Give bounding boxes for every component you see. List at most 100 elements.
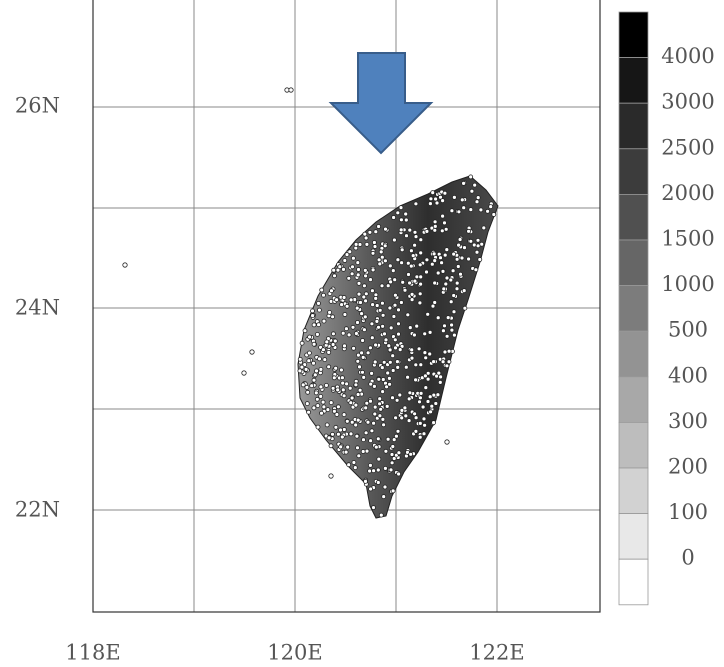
station <box>353 466 357 470</box>
station <box>423 332 427 336</box>
station <box>381 378 385 382</box>
station <box>449 278 453 282</box>
station <box>469 208 473 212</box>
station <box>311 314 315 318</box>
station <box>418 292 422 296</box>
station <box>384 449 388 453</box>
station <box>369 487 373 491</box>
station <box>381 390 385 394</box>
station <box>313 373 317 377</box>
station <box>400 248 404 252</box>
station <box>383 244 387 248</box>
station <box>374 230 378 234</box>
station <box>330 289 334 293</box>
colorbar-box <box>619 559 648 605</box>
station <box>410 292 414 296</box>
colorbar-label: 100 <box>668 500 708 524</box>
station <box>348 386 352 390</box>
station <box>310 384 314 388</box>
station <box>456 265 460 269</box>
station <box>410 348 414 352</box>
station <box>341 331 345 335</box>
station <box>362 295 366 299</box>
station <box>462 206 466 210</box>
station <box>450 323 454 327</box>
station <box>300 365 304 369</box>
station <box>336 432 340 436</box>
station <box>403 288 407 292</box>
station <box>443 221 447 225</box>
station <box>437 371 441 375</box>
station <box>407 397 411 401</box>
station <box>424 356 428 360</box>
station <box>331 343 335 347</box>
station <box>380 284 384 288</box>
station <box>372 421 376 425</box>
station <box>307 359 311 363</box>
station <box>326 408 330 412</box>
station <box>462 289 466 293</box>
station <box>317 301 321 305</box>
station <box>360 312 364 316</box>
station <box>467 229 471 233</box>
station <box>372 469 376 473</box>
station <box>408 228 412 232</box>
station <box>444 282 448 286</box>
station <box>374 296 378 300</box>
station <box>358 365 362 369</box>
station <box>373 245 377 249</box>
station <box>322 405 326 409</box>
station <box>392 315 396 319</box>
station <box>344 450 348 454</box>
station <box>394 434 398 438</box>
station <box>418 301 422 305</box>
station <box>379 407 383 411</box>
station <box>394 346 398 350</box>
station <box>428 352 432 356</box>
station <box>452 252 456 256</box>
station <box>315 397 319 401</box>
station <box>414 416 418 420</box>
station <box>398 348 402 352</box>
station <box>399 228 403 232</box>
station <box>430 262 434 266</box>
station <box>408 281 412 285</box>
station <box>428 395 432 399</box>
station <box>357 292 361 296</box>
station <box>450 209 454 213</box>
station <box>348 250 352 254</box>
station <box>419 238 423 242</box>
station <box>421 405 425 409</box>
station <box>371 251 375 255</box>
station <box>361 370 365 374</box>
station <box>386 284 390 288</box>
station <box>329 474 333 478</box>
station <box>433 220 437 224</box>
station <box>362 328 366 332</box>
station <box>392 216 396 220</box>
station <box>397 451 401 455</box>
y-tick-label: 22N <box>15 498 60 522</box>
station <box>371 303 375 307</box>
station <box>381 417 385 421</box>
station <box>349 401 353 405</box>
station <box>439 256 443 260</box>
station <box>316 404 320 408</box>
station <box>414 235 418 239</box>
station <box>351 256 355 260</box>
station <box>443 191 447 195</box>
station <box>450 328 454 332</box>
station <box>342 413 346 417</box>
station <box>340 435 344 439</box>
colorbar-box <box>619 194 648 240</box>
station <box>377 325 381 329</box>
station <box>452 195 456 199</box>
station <box>486 209 490 213</box>
colorbar-box <box>619 468 648 514</box>
station <box>379 513 383 517</box>
station <box>364 406 368 410</box>
station <box>457 210 461 214</box>
station <box>399 301 403 305</box>
station <box>397 472 401 476</box>
station <box>472 243 476 247</box>
